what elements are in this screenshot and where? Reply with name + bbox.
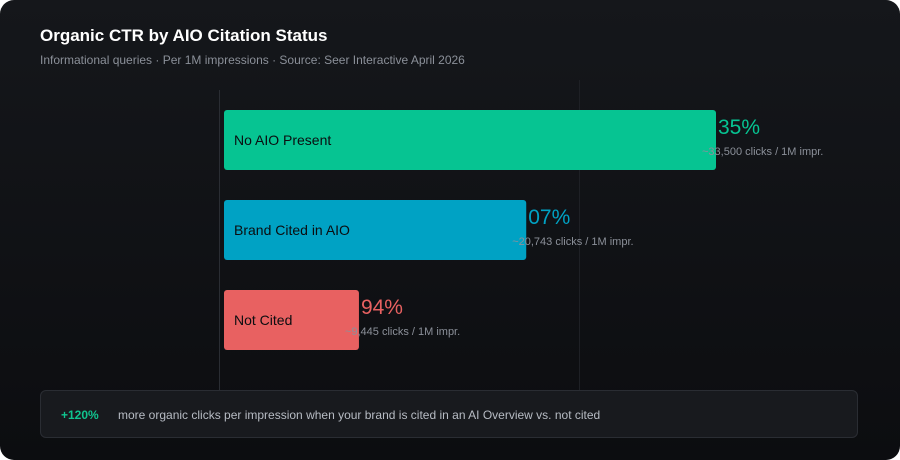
chart-title: Organic CTR by AIO Citation Status — [40, 26, 328, 45]
bar-category-label: Not Cited — [234, 312, 292, 328]
bar — [224, 110, 716, 170]
bar-annotation: ~9,445 clicks / 1M impr. — [345, 326, 460, 338]
bar-chart: No AIO Present 35% ~33,500 clicks / 1M imp… — [219, 80, 823, 390]
bar-category-label: No AIO Present — [234, 132, 331, 148]
insight-stat: +120% — [61, 408, 99, 422]
bar-annotation: ~20,743 clicks / 1M impr. — [512, 236, 633, 248]
bar — [224, 290, 359, 350]
insight-callout: +120% more organic clicks per impression… — [40, 390, 858, 438]
bar-value-label: 94% — [361, 296, 403, 319]
bar-annotation: ~33,500 clicks / 1M impr. — [702, 146, 823, 158]
bar — [224, 200, 527, 260]
bar-value-label: 07% — [528, 206, 570, 229]
bar-category-label: Brand Cited in AIO — [234, 222, 350, 238]
chart-subtitle: Informational queries · Per 1M impressio… — [40, 53, 465, 67]
bar-value-label: 35% — [718, 116, 760, 139]
insight-text: more organic clicks per impression when … — [118, 408, 601, 422]
